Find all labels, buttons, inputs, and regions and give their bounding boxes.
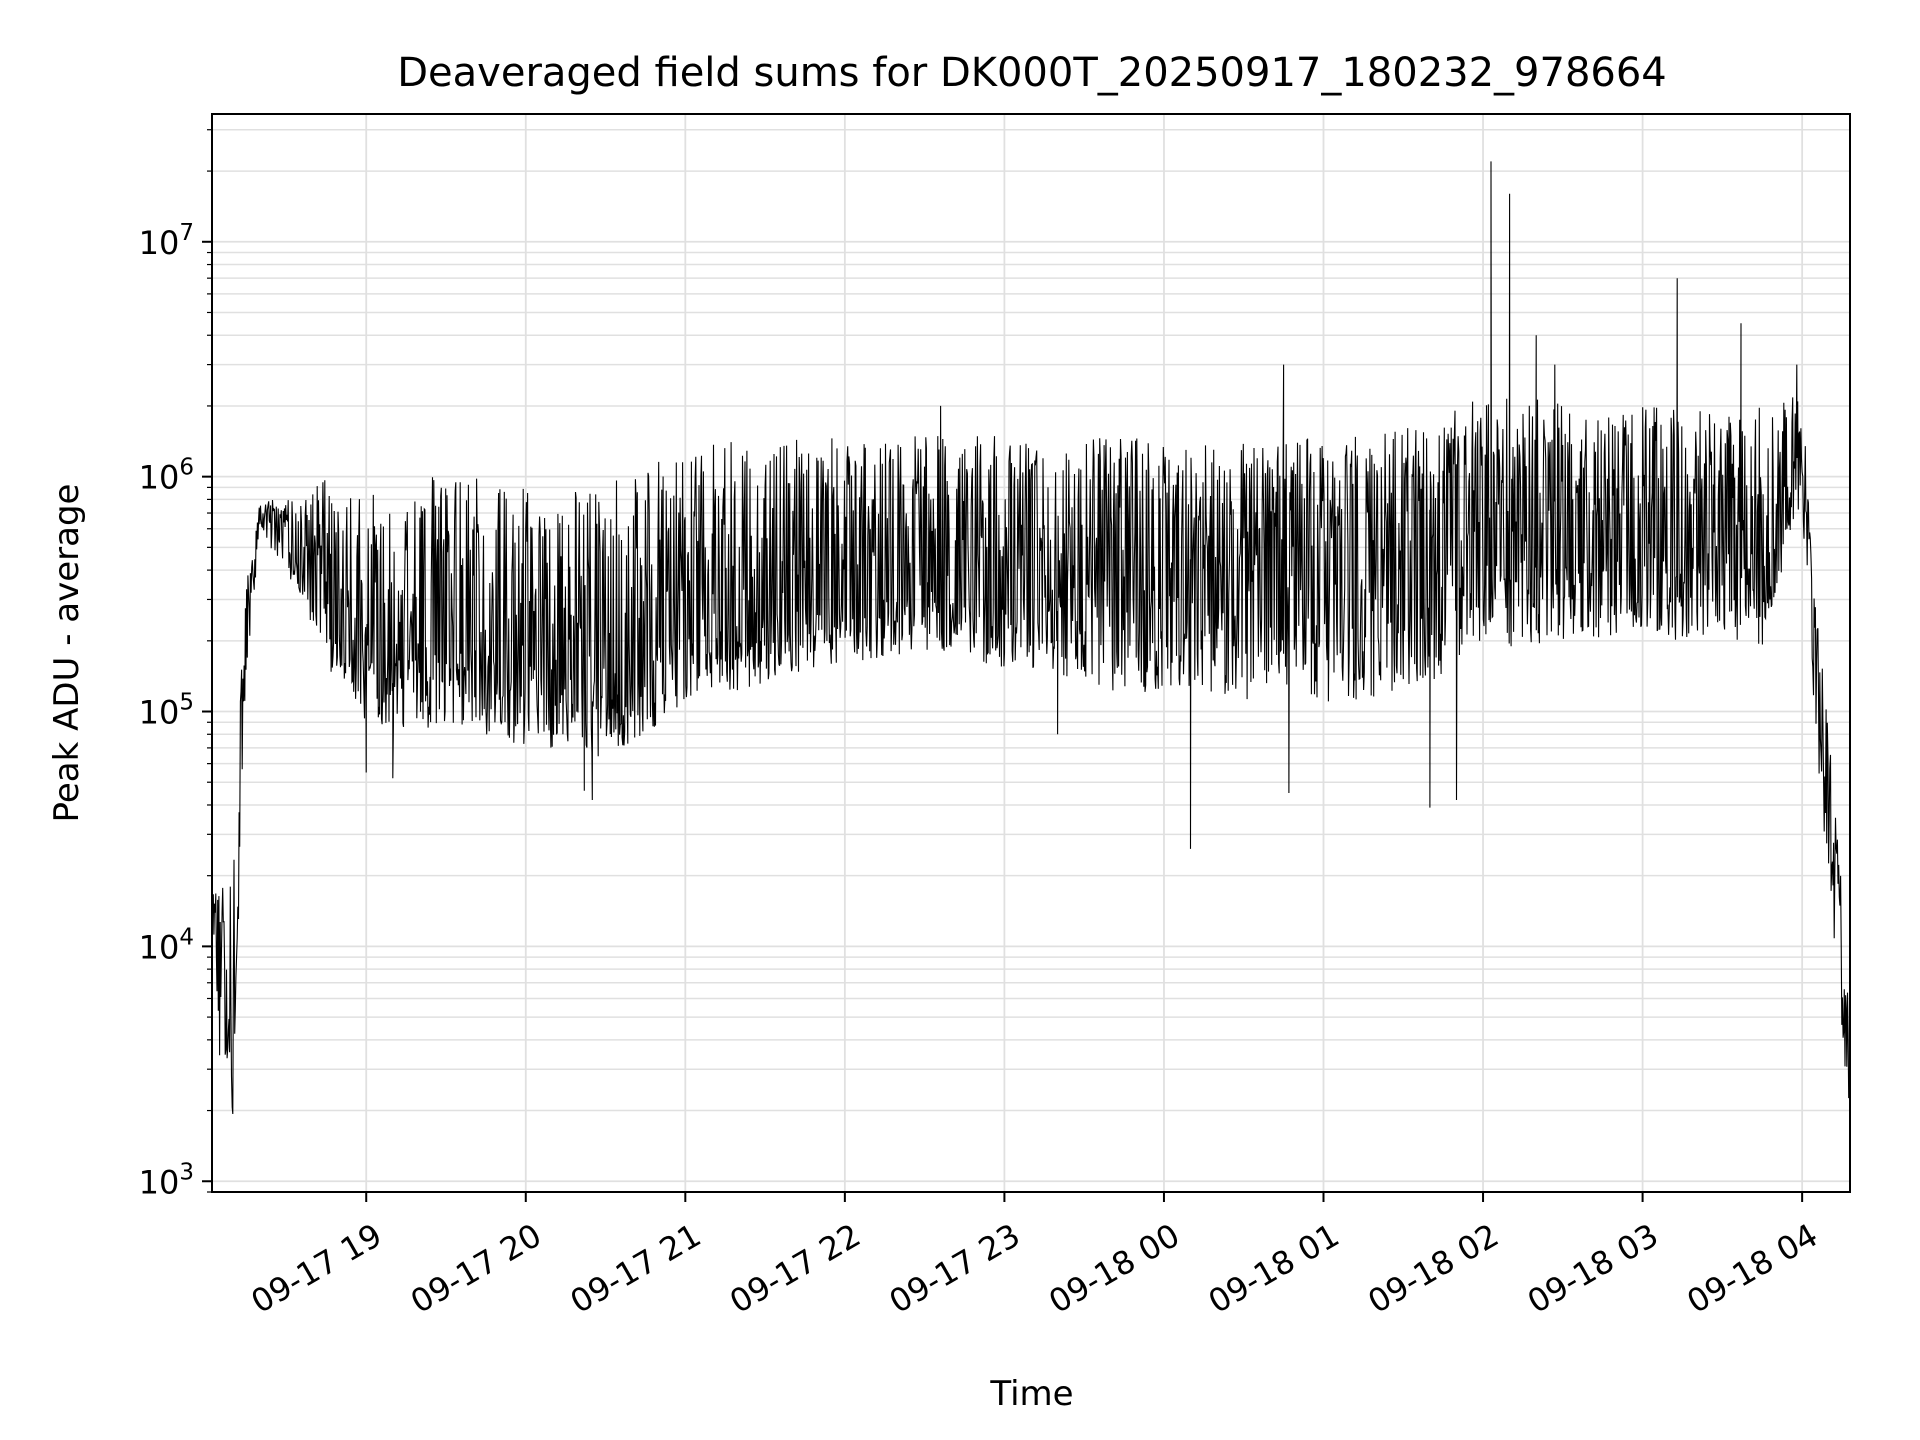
plot-area-frame bbox=[211, 113, 1851, 1193]
y-tick-label: 103 bbox=[139, 1159, 194, 1201]
y-tick-label: 105 bbox=[139, 690, 194, 732]
y-tick-label: 106 bbox=[139, 455, 194, 497]
y-axis-label: Peak ADU - average bbox=[47, 484, 87, 823]
chart-title: Deaveraged field sums for DK000T_2025091… bbox=[397, 50, 1667, 96]
series-layer bbox=[211, 161, 1851, 1124]
y-tick-label: 107 bbox=[139, 220, 194, 262]
y-axis: 103 104 105 106 107 bbox=[139, 129, 212, 1201]
y-tick-label: 104 bbox=[139, 924, 194, 966]
x-axis-label: Time bbox=[989, 1374, 1073, 1414]
series-line bbox=[211, 161, 1851, 1124]
